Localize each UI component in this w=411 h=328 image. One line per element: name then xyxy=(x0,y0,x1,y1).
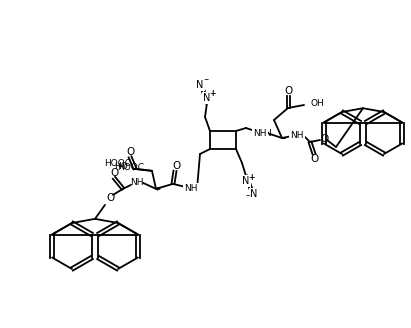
Text: ⁻: ⁻ xyxy=(245,193,251,203)
Text: NH: NH xyxy=(253,129,267,137)
Text: N: N xyxy=(196,80,204,90)
Text: O: O xyxy=(106,193,114,203)
Text: NH: NH xyxy=(184,184,198,194)
Text: ⁻: ⁻ xyxy=(245,193,251,203)
Text: OH: OH xyxy=(310,98,324,108)
Text: +: + xyxy=(248,174,254,182)
Text: N: N xyxy=(203,93,211,103)
Text: N: N xyxy=(250,189,258,199)
Text: N: N xyxy=(242,176,250,186)
Text: O: O xyxy=(126,147,134,157)
Text: +: + xyxy=(248,174,254,182)
Text: O: O xyxy=(320,134,328,144)
Text: ⁻: ⁻ xyxy=(203,77,208,87)
Text: +: + xyxy=(209,90,215,98)
Text: O: O xyxy=(284,86,292,96)
Text: NH: NH xyxy=(130,178,144,187)
Text: +: + xyxy=(209,90,215,98)
Text: O: O xyxy=(172,161,180,171)
Text: O: O xyxy=(110,168,118,178)
Text: HOOC: HOOC xyxy=(104,159,132,168)
Text: NH: NH xyxy=(253,129,267,137)
Text: NH: NH xyxy=(290,131,304,139)
Text: HO: HO xyxy=(114,162,128,171)
Text: N: N xyxy=(196,80,204,90)
Text: N: N xyxy=(203,93,211,103)
Text: O: O xyxy=(310,154,318,164)
Text: NH: NH xyxy=(184,184,198,194)
Text: N: N xyxy=(242,176,250,186)
Text: N: N xyxy=(263,129,270,137)
Text: ⁻: ⁻ xyxy=(203,77,208,87)
Text: H: H xyxy=(258,129,264,137)
Text: N: N xyxy=(250,189,258,199)
Text: NH: NH xyxy=(290,131,304,139)
Text: HOOC: HOOC xyxy=(118,163,145,172)
